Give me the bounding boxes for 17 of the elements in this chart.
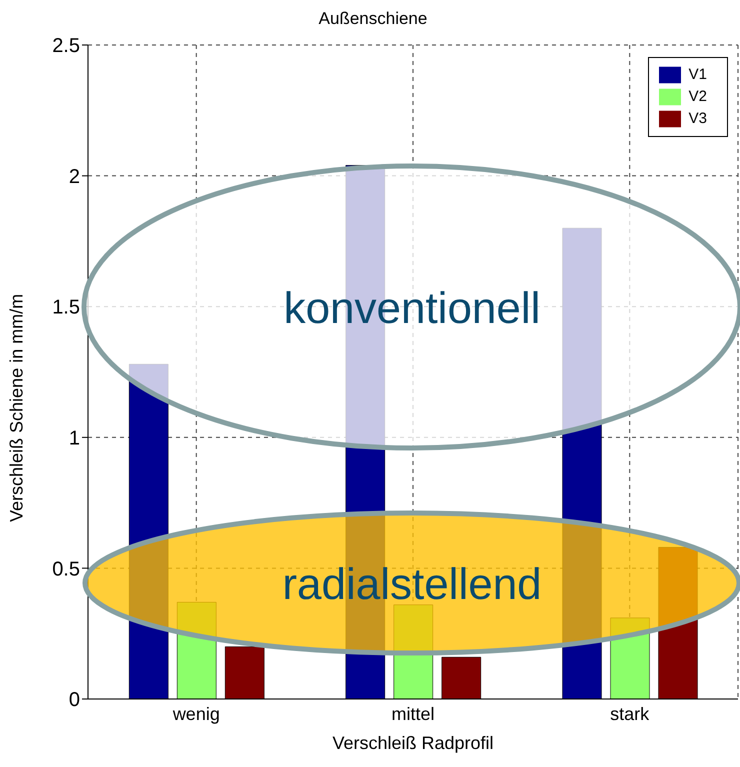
x-tick-label: mittel — [391, 704, 435, 724]
y-tick-label: 2 — [68, 166, 80, 188]
x-tick-label: wenig — [172, 704, 220, 724]
y-tick-label: 0.5 — [52, 558, 80, 580]
y-tick-label: 0 — [68, 689, 80, 712]
y-tick-label: 2.5 — [52, 35, 80, 58]
annotation: konventionell — [284, 284, 540, 333]
legend-label: V2 — [688, 88, 707, 106]
y-tick-label: 1 — [68, 428, 80, 450]
y-axis-title: Verschleiß Schiene in mm/m — [6, 294, 26, 522]
legend-label: V3 — [688, 110, 707, 128]
y-tick-label: 1.5 — [52, 296, 80, 319]
legend-label: V1 — [688, 66, 707, 84]
x-axis-title: Verschleiß Radprofil — [332, 733, 494, 753]
chart-title: Außenschiene — [318, 9, 428, 28]
annotation: radialstellend — [282, 560, 542, 609]
x-tick-label: stark — [610, 704, 650, 724]
